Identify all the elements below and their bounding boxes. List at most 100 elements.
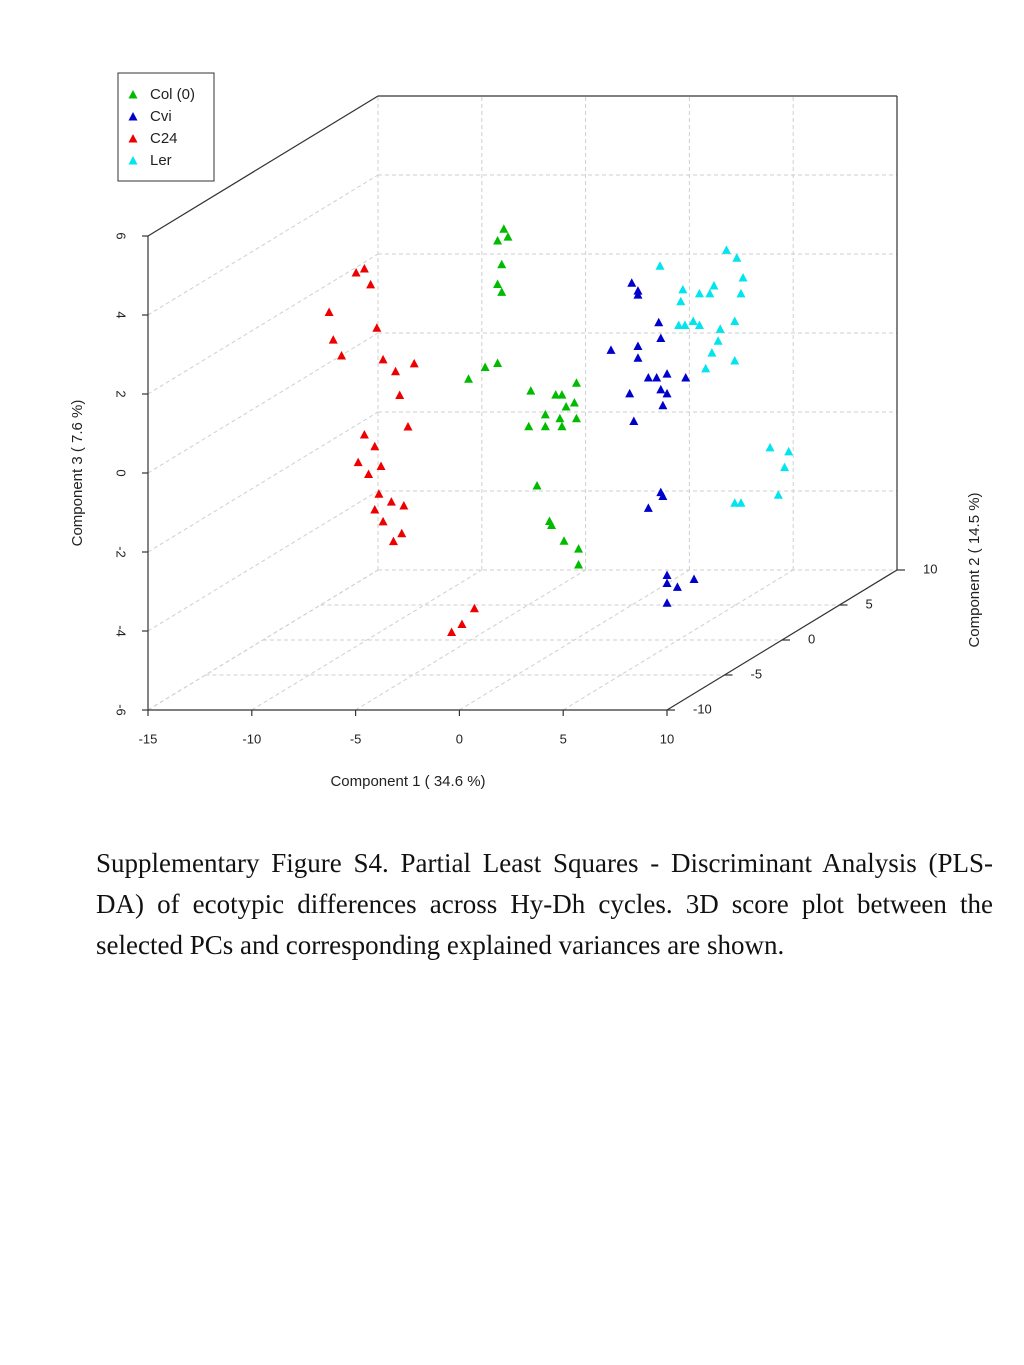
- point: [732, 253, 742, 262]
- legend-label: Col (0): [150, 86, 195, 103]
- y-axis-title: Component 2 ( 14.5 %): [966, 492, 983, 647]
- legend-label: Cvi: [150, 108, 172, 125]
- point: [397, 528, 407, 538]
- point: [780, 462, 790, 472]
- point: [555, 413, 565, 423]
- point: [694, 320, 704, 329]
- point: [662, 578, 672, 587]
- point: [374, 489, 384, 498]
- point: [457, 619, 467, 629]
- point: [547, 520, 557, 529]
- z-tick-label: 4: [114, 311, 129, 318]
- point: [655, 261, 665, 270]
- z-tick-label: 6: [114, 232, 129, 239]
- point: [540, 421, 550, 431]
- x-tick-label: -10: [242, 731, 261, 746]
- x-tick-label: 0: [456, 731, 463, 746]
- point: [409, 358, 419, 368]
- grid-line: [251, 569, 483, 711]
- point: [403, 422, 413, 431]
- point: [464, 374, 474, 383]
- chart: -15 -10 -5 0 5 10 -10 -5 0 5 10 -6 -4 -2 0 2 4 6 Component…: [69, 72, 983, 790]
- point: [503, 232, 513, 241]
- z-tick-label: -2: [114, 546, 129, 558]
- point: [497, 259, 507, 269]
- legend-marker: [128, 156, 138, 165]
- point: [656, 384, 666, 394]
- figure-caption: Supplementary Figure S4. Partial Least S…: [96, 848, 993, 960]
- point: [730, 356, 740, 365]
- point: [493, 279, 503, 288]
- y-tick-label: 5: [866, 596, 873, 611]
- point: [574, 559, 584, 569]
- point: [662, 369, 672, 378]
- point: [730, 316, 740, 325]
- point: [480, 362, 490, 371]
- point: [633, 290, 643, 299]
- point: [493, 358, 503, 367]
- point: [652, 373, 662, 382]
- point: [738, 273, 748, 282]
- point: [643, 503, 653, 512]
- point: [370, 505, 380, 514]
- z-tick-label: -6: [114, 704, 129, 716]
- point: [658, 400, 668, 410]
- grid-line: [147, 411, 379, 553]
- point: [388, 536, 398, 546]
- point: [559, 536, 569, 545]
- point: [765, 442, 775, 452]
- point: [662, 598, 672, 607]
- point: [378, 516, 388, 526]
- point: [662, 570, 672, 580]
- point: [370, 441, 380, 451]
- point: [391, 366, 401, 376]
- point: [540, 409, 550, 419]
- point: [353, 457, 363, 467]
- point: [656, 333, 666, 343]
- point: [678, 284, 688, 294]
- point: [688, 316, 698, 325]
- point: [694, 288, 704, 298]
- point: [526, 386, 536, 395]
- point: [736, 498, 746, 507]
- point: [672, 582, 682, 591]
- point: [557, 421, 567, 431]
- point: [705, 288, 715, 298]
- point: [689, 574, 699, 583]
- point: [524, 421, 534, 431]
- point: [606, 345, 616, 354]
- point: [561, 401, 571, 411]
- point: [447, 627, 457, 636]
- y-tick-label: 0: [808, 631, 815, 646]
- x-tick-label: 10: [660, 731, 674, 746]
- point: [328, 335, 338, 344]
- point: [680, 320, 690, 329]
- x-tick-label: -15: [139, 731, 158, 746]
- legend-label: C24: [150, 130, 178, 147]
- y-tick-label: -5: [751, 666, 763, 681]
- box-edge: [147, 95, 379, 237]
- point: [372, 323, 382, 332]
- point: [366, 279, 376, 289]
- point: [625, 388, 635, 398]
- point: [674, 320, 684, 329]
- point: [713, 336, 723, 345]
- point: [364, 469, 374, 478]
- legend-marker: [128, 134, 138, 143]
- point: [386, 497, 396, 506]
- point: [557, 390, 567, 399]
- point: [376, 461, 386, 471]
- z-tick-label: -4: [114, 625, 129, 637]
- point: [571, 413, 581, 423]
- grid-line: [147, 490, 379, 632]
- point: [469, 603, 479, 613]
- z-axis-title: Component 3 ( 7.6 %): [69, 400, 86, 547]
- point: [337, 350, 347, 360]
- point: [633, 341, 643, 350]
- point: [721, 245, 731, 254]
- point: [532, 480, 542, 490]
- point: [676, 296, 686, 306]
- point: [643, 373, 653, 382]
- point: [551, 390, 561, 399]
